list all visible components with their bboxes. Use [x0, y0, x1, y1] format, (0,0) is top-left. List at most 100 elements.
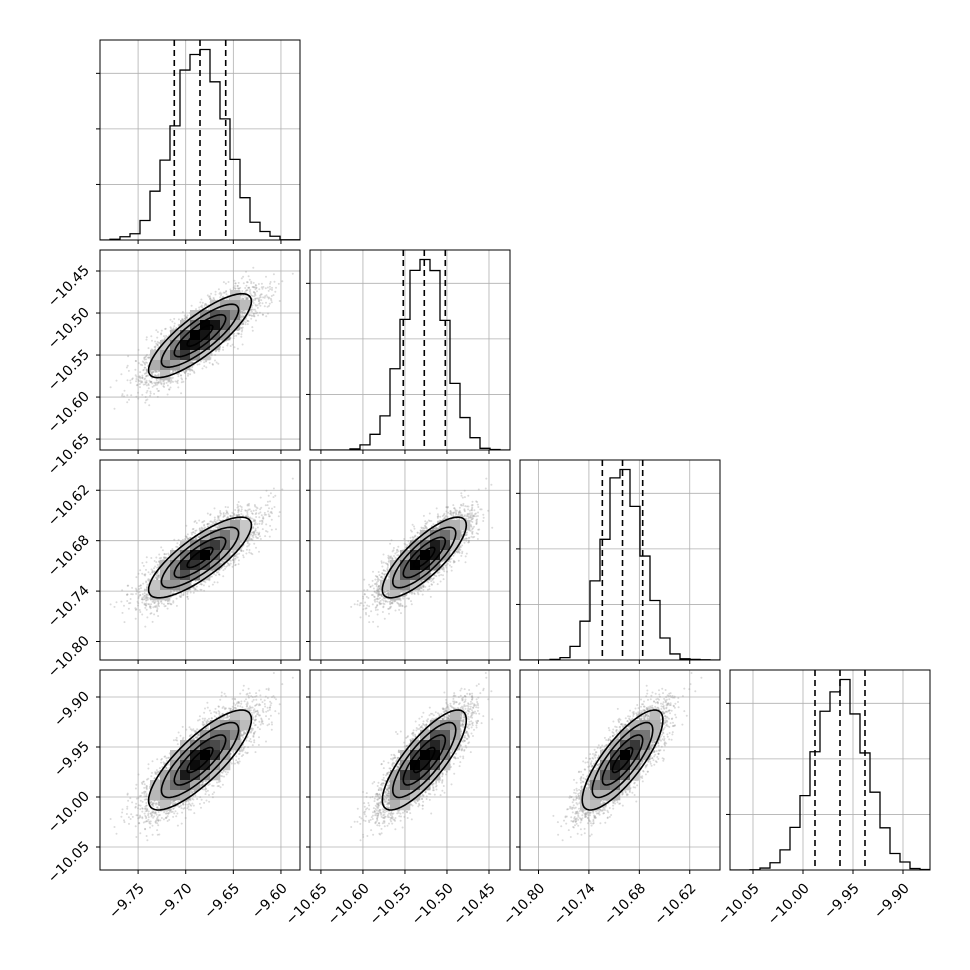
scatter-point [274, 290, 277, 293]
scatter-point [254, 293, 256, 296]
scatter-point [185, 316, 188, 319]
scatter-point [240, 323, 243, 326]
scatter-point [154, 384, 157, 387]
scatter-point [242, 311, 245, 314]
scatter-point [139, 371, 142, 374]
scatter-point [151, 373, 154, 376]
scatter-point [148, 356, 151, 359]
scatter-point [241, 294, 244, 297]
scatter-point [163, 335, 165, 338]
scatter-point [190, 361, 193, 364]
panel-frame [99, 39, 301, 241]
scatter-point [166, 384, 169, 387]
scatter-point [169, 386, 172, 389]
scatter-point [151, 385, 154, 388]
scatter-point [208, 361, 211, 364]
scatter-point [254, 294, 257, 297]
scatter-point [300, 268, 302, 270]
scatter-point [240, 277, 243, 280]
scatter-point [252, 308, 255, 311]
scatter-point [144, 381, 147, 384]
scatter-point [149, 380, 152, 383]
scatter-point [135, 384, 138, 387]
scatter-point [278, 300, 281, 302]
scatter-point [252, 291, 255, 293]
scatter-point [141, 376, 144, 379]
scatter-point [171, 371, 174, 374]
scatter-point [257, 297, 260, 300]
scatter-point [156, 383, 159, 386]
scatter-point [187, 372, 190, 375]
scatter-point [259, 304, 262, 307]
scatter-point [255, 304, 258, 307]
scatter-point [239, 319, 242, 322]
scatter-point [180, 377, 183, 380]
scatter-point [156, 387, 159, 390]
scatter-point [138, 376, 141, 379]
scatter-point [243, 311, 246, 314]
scatter-point [268, 285, 271, 288]
scatter-point [223, 291, 226, 294]
scatter-point [245, 298, 248, 300]
scatter-point [141, 374, 144, 377]
scatter-point [125, 366, 128, 369]
scatter-point [256, 311, 259, 314]
scatter-point [251, 329, 254, 332]
scatter-point [245, 289, 248, 292]
scatter-point [130, 394, 133, 397]
scatter-point [145, 336, 148, 339]
scatter-point [242, 298, 245, 301]
scatter-point [257, 300, 260, 303]
scatter-point [220, 294, 222, 297]
scatter-point [208, 307, 211, 310]
scatter-point [291, 272, 294, 275]
scatter-point [149, 390, 152, 393]
scatter-point [222, 281, 225, 284]
scatter-point [269, 282, 271, 285]
scatter-point [137, 379, 140, 381]
scatter-point [246, 323, 249, 326]
scatter-point [250, 282, 253, 285]
scatter-point [210, 292, 213, 295]
scatter-point [160, 382, 163, 385]
scatter-point [255, 287, 258, 289]
scatter-point [156, 331, 159, 333]
scatter-point [248, 290, 251, 293]
scatter-point [141, 381, 144, 384]
scatter-point [272, 273, 275, 276]
scatter-point [169, 381, 172, 384]
scatter-point [256, 297, 259, 300]
scatter-point [246, 289, 249, 292]
scatter-point [172, 327, 175, 330]
scatter-point [156, 395, 159, 398]
scatter-point [174, 370, 177, 373]
scatter-point [260, 282, 263, 285]
scatter-point [157, 375, 160, 378]
scatter-point [131, 377, 134, 380]
scatter-point [186, 314, 189, 317]
scatter-point [144, 383, 147, 386]
scatter-point [253, 286, 256, 289]
scatter-point [136, 383, 139, 386]
scatter-point [254, 310, 257, 313]
scatter-point [264, 295, 267, 298]
scatter-point [155, 370, 157, 373]
scatter-point [151, 371, 154, 374]
scatter-point [218, 292, 221, 295]
scatter-point [247, 320, 250, 323]
scatter-point [147, 347, 150, 350]
scatter-point [145, 368, 148, 371]
scatter-point [240, 333, 243, 336]
scatter-point [164, 328, 167, 330]
scatter-point [241, 329, 244, 331]
scatter-point [170, 327, 173, 330]
scatter-point [265, 301, 267, 304]
scatter-point [128, 398, 130, 401]
scatter-point [254, 284, 257, 286]
scatter-point [153, 370, 156, 373]
scatter-point [184, 377, 187, 380]
scatter-point [240, 315, 243, 318]
scatter-point [157, 373, 160, 376]
scatter-point [145, 391, 148, 394]
